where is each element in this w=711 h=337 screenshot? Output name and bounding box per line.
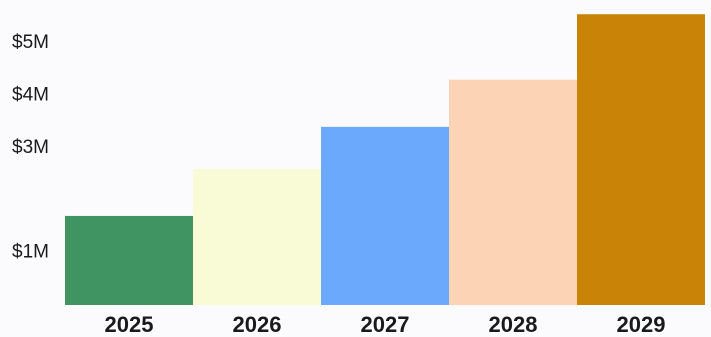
x-tick-label: 2025 <box>105 312 154 337</box>
x-tick-label: 2027 <box>361 312 410 337</box>
bar <box>193 168 321 305</box>
bar <box>65 215 193 305</box>
x-tick-label: 2028 <box>489 312 538 337</box>
bar <box>449 79 577 305</box>
y-tick-label: $5M <box>12 32 49 53</box>
y-tick-label: $3M <box>12 137 49 158</box>
x-tick-label: 2029 <box>617 312 666 337</box>
y-tick-label: $4M <box>12 84 49 105</box>
x-tick-label: 2026 <box>233 312 282 337</box>
bar <box>321 126 449 305</box>
y-tick-label: $1M <box>12 242 49 263</box>
bar <box>577 14 705 306</box>
